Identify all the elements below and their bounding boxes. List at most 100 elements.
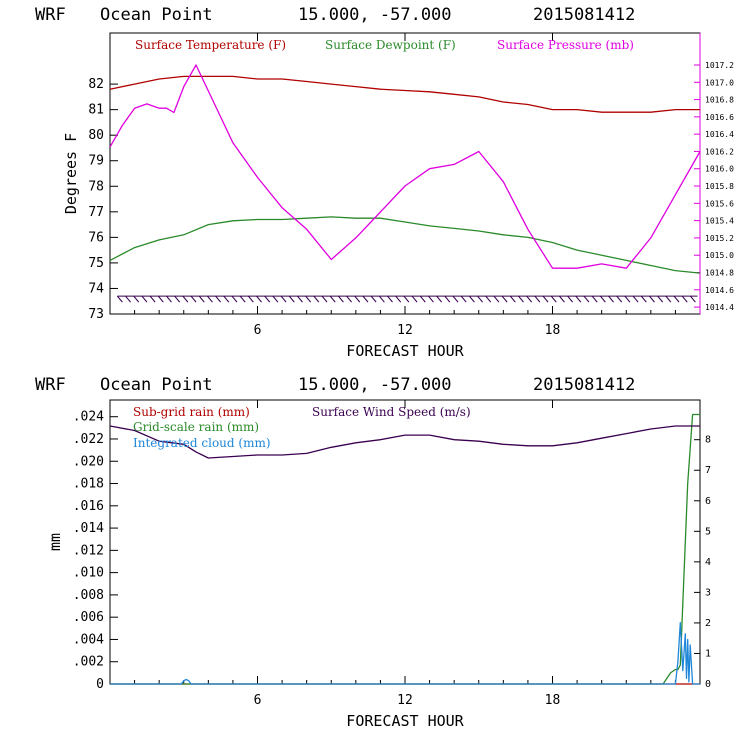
wind-barb (231, 295, 238, 303)
series-line-surface-pressure-mb (109, 64, 701, 269)
wind-barb (632, 295, 639, 303)
y-tick-label: 81 (88, 103, 104, 118)
wind-barb (378, 295, 385, 303)
y2-tick-label: 1015.6 (705, 199, 734, 208)
legend-entry: Surface Dewpoint (F) (325, 38, 456, 52)
wind-barb (501, 295, 508, 303)
y-tick-label: 76 (88, 230, 104, 245)
wind-barb (649, 295, 655, 303)
wind-barb (313, 295, 320, 303)
wind-barb (125, 295, 131, 303)
wind-barb (534, 295, 541, 303)
y-tick-label: 82 (88, 77, 104, 92)
wind-barb (264, 295, 271, 303)
y-tick-label: .002 (73, 655, 104, 670)
wind-barb (198, 295, 205, 303)
y2-tick-label: 1014.8 (705, 268, 734, 277)
wind-barb (428, 295, 434, 303)
y2-tick-label: 1016.8 (705, 96, 734, 105)
header-run: 2015081412 (533, 375, 635, 395)
wind-barb (256, 295, 262, 303)
x-axis-label: FORECAST HOUR (346, 712, 464, 730)
y2-tick-label: 1016.2 (705, 147, 734, 156)
wind-barb (468, 295, 475, 303)
legend-entry: Grid-scale rain (mm) (133, 420, 259, 434)
wind-barb (362, 295, 369, 303)
header-location: Ocean Point (100, 375, 213, 395)
y2-tick-label: 1014.6 (705, 286, 734, 295)
x-tick-label: 18 (545, 323, 561, 338)
y-tick-label: .006 (73, 610, 104, 625)
wind-barb (190, 295, 197, 303)
header-model: WRF (35, 5, 66, 25)
wind-barb (166, 295, 172, 303)
wind-barb (403, 295, 410, 303)
wind-barb (141, 295, 148, 303)
wind-barb (370, 295, 377, 303)
y-axis-label: mm (46, 533, 64, 551)
y-tick-label: .008 (73, 588, 104, 603)
wind-barb (657, 295, 664, 303)
legend-entry: Surface Wind Speed (m/s) (312, 405, 471, 419)
y2-tick-label: 1016.0 (705, 165, 734, 174)
wind-barb (665, 295, 672, 303)
wind-barb (157, 295, 164, 303)
wind-barb (452, 295, 459, 303)
wind-barb (493, 295, 500, 303)
y-tick-label: 79 (88, 154, 104, 169)
wind-barb (338, 295, 344, 303)
wind-barb (395, 295, 402, 303)
y2-tick-label: 1015.2 (705, 234, 734, 243)
wind-barb (305, 295, 312, 303)
y-tick-label: .018 (73, 477, 104, 492)
wind-barb (174, 295, 181, 303)
y2-tick-label: 0 (705, 679, 711, 690)
wind-barb (559, 295, 565, 303)
wind-barb (436, 295, 443, 303)
y2-tick-label: 3 (705, 587, 711, 598)
y2-tick-label: 1017.0 (705, 78, 734, 87)
wind-barb (411, 295, 418, 303)
x-tick-label: 12 (397, 693, 413, 708)
wind-barb (690, 295, 696, 303)
header-coords: 15.000, -57.000 (298, 375, 452, 395)
y2-tick-label: 2 (705, 618, 711, 629)
wind-barb (297, 295, 303, 303)
y-tick-label: .020 (73, 454, 104, 469)
wind-barb (346, 295, 352, 303)
wind-barb (526, 295, 533, 303)
panel-2: WRF Ocean Point 15.000, -57.000 2015081412 6… (35, 375, 711, 730)
wind-barb (223, 295, 230, 303)
x-tick-label: 6 (254, 323, 262, 338)
wind-barb (207, 295, 213, 303)
y-tick-label: 0 (96, 677, 104, 692)
y2-tick-label: 5 (705, 526, 711, 537)
y2-tick-label: 1 (705, 648, 711, 659)
wind-barb (550, 295, 557, 303)
x-tick-label: 6 (254, 693, 262, 708)
header-run: 2015081412 (533, 5, 635, 25)
wind-barb (116, 295, 123, 303)
wind-barb (591, 295, 598, 303)
wind-barb (354, 295, 361, 303)
wind-barb (485, 295, 492, 303)
wind-barb (616, 295, 623, 303)
wind-barb (599, 295, 606, 303)
y-tick-label: .012 (73, 543, 104, 558)
wind-barb (215, 295, 221, 303)
panel-1: WRF Ocean Point 15.000, -57.000 2015081412 6… (35, 5, 734, 360)
y2-tick-label: 7 (705, 465, 711, 476)
y2-tick-label: 1016.4 (705, 130, 734, 139)
wind-barb (272, 295, 279, 303)
wind-barb (321, 295, 328, 303)
wind-barb (247, 295, 254, 303)
legend-entry: Sub-grid rain (mm) (133, 405, 250, 419)
wind-barb (182, 295, 189, 303)
header-model: WRF (35, 375, 66, 395)
y2-tick-label: 8 (705, 435, 711, 446)
y2-tick-label: 1016.6 (705, 113, 734, 122)
series-line-surface-temperature-f (109, 75, 700, 113)
x-tick-label: 12 (397, 323, 413, 338)
series-line-surface-dewpoint-f (109, 216, 701, 274)
legend-entry: Surface Temperature (F) (135, 38, 286, 52)
